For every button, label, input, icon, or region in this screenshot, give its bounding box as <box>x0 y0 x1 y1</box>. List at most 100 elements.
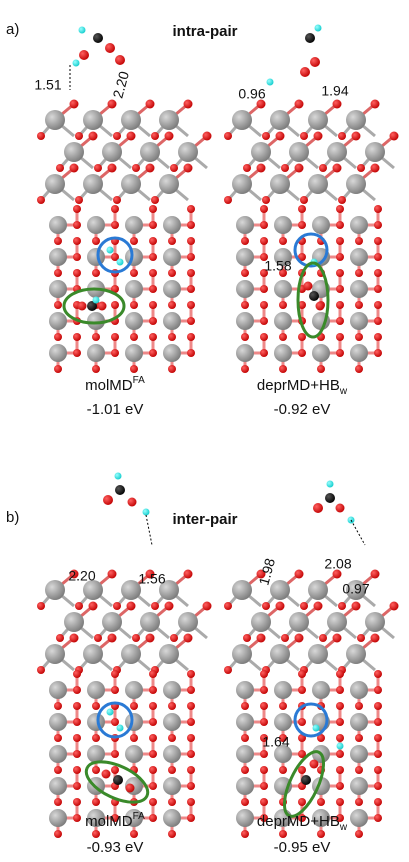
atom <box>243 634 251 642</box>
atom <box>274 312 292 330</box>
atom <box>336 205 344 213</box>
atom <box>89 602 98 611</box>
atom <box>187 798 195 806</box>
atom <box>111 205 119 213</box>
atom <box>168 830 176 838</box>
atom <box>308 644 328 664</box>
atom <box>87 216 105 234</box>
atom <box>49 344 67 362</box>
atom <box>260 766 268 774</box>
atom <box>336 750 344 758</box>
atom <box>350 777 368 795</box>
atom <box>125 312 143 330</box>
atom <box>87 344 105 362</box>
atom <box>236 344 254 362</box>
atom <box>374 269 382 277</box>
atom <box>295 570 304 579</box>
atom <box>187 269 195 277</box>
atom <box>187 301 195 309</box>
atom <box>281 634 289 642</box>
atom <box>111 221 119 229</box>
atom <box>295 164 304 173</box>
atom <box>163 681 181 699</box>
atom <box>232 110 252 130</box>
atom <box>184 570 193 579</box>
atom <box>327 142 347 162</box>
atom <box>108 164 117 173</box>
atom <box>319 164 327 172</box>
atom <box>336 734 344 742</box>
atom <box>187 237 195 245</box>
atom <box>350 713 368 731</box>
atom <box>111 718 119 726</box>
atom <box>130 237 138 245</box>
atom <box>355 702 363 710</box>
atom <box>149 750 157 758</box>
atom <box>73 269 81 277</box>
atom <box>111 333 119 341</box>
atom <box>108 100 117 109</box>
atom <box>316 302 325 311</box>
atom <box>125 681 143 699</box>
atom <box>279 702 287 710</box>
atom <box>260 221 268 229</box>
atom <box>45 580 65 600</box>
atom <box>301 775 311 785</box>
atom <box>132 164 140 172</box>
atom <box>357 634 365 642</box>
atom <box>390 132 399 141</box>
atom <box>64 142 84 162</box>
atom <box>309 291 319 301</box>
name-main: molMD <box>85 813 133 830</box>
structure-name: molMDFA <box>85 811 145 830</box>
atom <box>149 237 157 245</box>
atom <box>93 297 100 304</box>
atom <box>159 110 179 130</box>
atom <box>241 702 249 710</box>
atom <box>319 634 327 642</box>
atom <box>87 713 105 731</box>
atom <box>260 702 268 710</box>
atom <box>151 132 159 140</box>
atom <box>338 132 346 140</box>
atom <box>121 174 141 194</box>
atom <box>336 670 344 678</box>
atom <box>168 798 176 806</box>
atom <box>111 686 119 694</box>
atom <box>87 248 105 266</box>
atom <box>163 344 181 362</box>
atom <box>187 349 195 357</box>
atom <box>113 196 121 204</box>
atom <box>312 681 330 699</box>
atom <box>289 612 309 632</box>
atom <box>300 132 308 140</box>
atom <box>111 349 119 357</box>
atom <box>54 301 62 309</box>
atom <box>336 782 344 790</box>
atom <box>187 670 195 678</box>
atom <box>92 365 100 373</box>
atom <box>374 333 382 341</box>
atom <box>243 164 251 172</box>
atom <box>336 702 344 710</box>
atom <box>113 132 121 140</box>
atom <box>165 602 174 611</box>
atom <box>281 164 289 172</box>
atom <box>371 570 380 579</box>
atom <box>168 333 176 341</box>
atom <box>187 814 195 822</box>
atom <box>121 110 141 130</box>
atom <box>54 766 62 774</box>
atom <box>279 365 287 373</box>
atom <box>102 612 122 632</box>
atom <box>338 196 346 204</box>
atom <box>336 221 344 229</box>
name-sub: w <box>339 822 348 833</box>
atom <box>163 713 181 731</box>
name-main: deprMD+HB <box>257 377 340 394</box>
atom <box>241 734 249 742</box>
atom <box>336 317 344 325</box>
atom <box>232 580 252 600</box>
structure-name: deprMD+HBw <box>257 813 348 833</box>
atom <box>308 110 328 130</box>
